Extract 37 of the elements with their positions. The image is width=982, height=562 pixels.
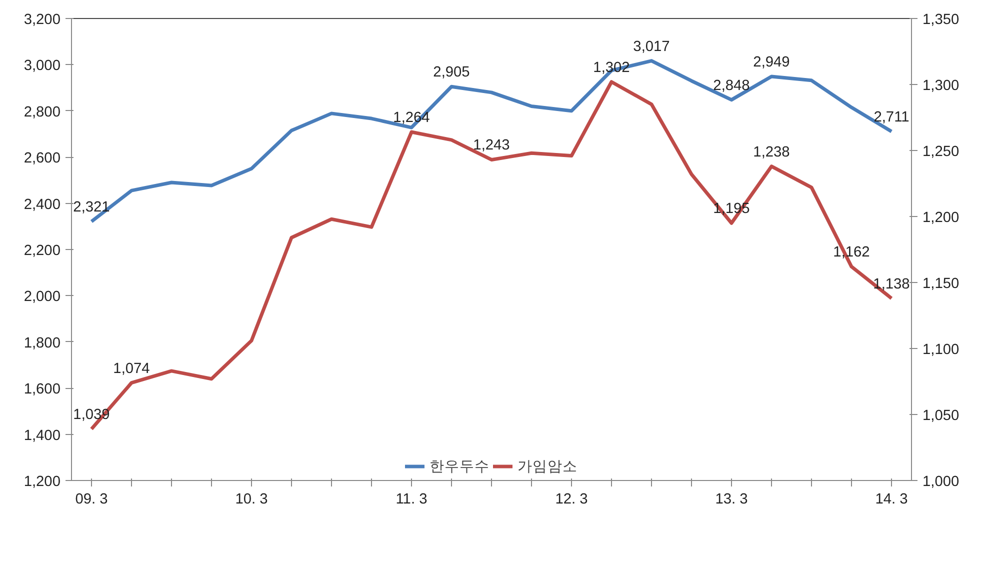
x-tick-label: 13. 3 xyxy=(715,492,748,508)
legend-label: 가임암소 xyxy=(518,458,578,476)
data-label: 2,321 xyxy=(73,200,110,216)
y-tick-label: 2,000 xyxy=(24,289,61,306)
y-tick-label: 1,400 xyxy=(24,428,61,444)
y-tick-label: 2,600 xyxy=(24,150,61,167)
x-tick-label: 12. 3 xyxy=(555,492,588,508)
y-tick-label: 1,200 xyxy=(24,474,61,490)
y2-tick-label: 1,250 xyxy=(922,144,960,160)
data-label: 3,017 xyxy=(633,38,670,55)
y2-tick-label: 1,100 xyxy=(922,342,960,358)
data-label: 2,949 xyxy=(753,54,790,70)
y-tick-label: 2,400 xyxy=(24,196,61,213)
y2-tick-label: 1,350 xyxy=(922,12,960,28)
data-label: 2,905 xyxy=(433,64,470,81)
y-tick-label: 3,000 xyxy=(24,58,61,74)
legend-label: 한우두수 xyxy=(430,458,490,476)
data-label: 1,138 xyxy=(873,276,910,292)
data-label: 1,238 xyxy=(753,144,790,160)
y-tick-label: 1,600 xyxy=(24,382,61,398)
x-tick-label: 14. 3 xyxy=(875,492,908,508)
data-label: 2,848 xyxy=(713,78,750,94)
x-tick-label: 10. 3 xyxy=(235,492,268,508)
y-tick-label: 3,200 xyxy=(24,12,61,28)
y-tick-label: 2,200 xyxy=(24,243,61,259)
data-label: 2,711 xyxy=(874,109,910,126)
y2-tick-label: 1,150 xyxy=(922,276,960,292)
data-label: 1,243 xyxy=(473,138,510,154)
y2-tick-label: 1,050 xyxy=(922,408,960,424)
x-tick-label: 09. 3 xyxy=(75,492,108,508)
y2-tick-label: 1,200 xyxy=(922,210,960,226)
data-label: 1,074 xyxy=(113,360,150,377)
y2-tick-label: 1,000 xyxy=(922,474,960,490)
y-tick-label: 2,800 xyxy=(24,104,61,120)
x-tick-label: 11. 3 xyxy=(396,492,428,508)
y2-tick-label: 1,300 xyxy=(922,78,960,94)
y-tick-label: 1,800 xyxy=(24,335,61,352)
